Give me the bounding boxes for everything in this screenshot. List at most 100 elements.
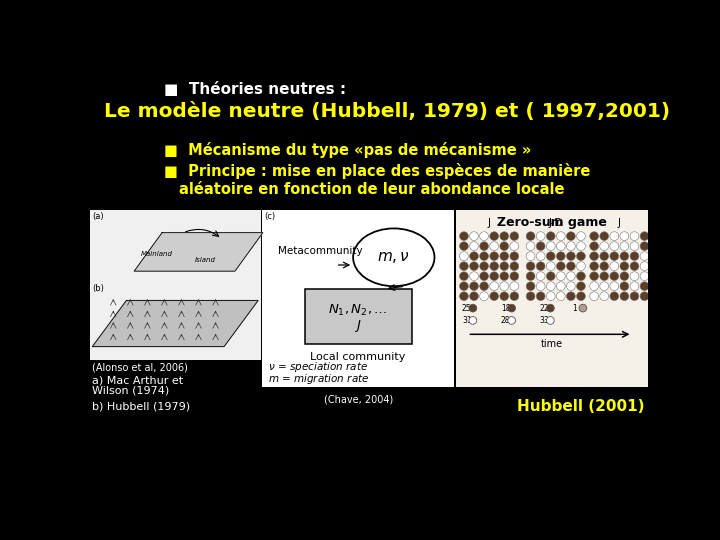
Circle shape — [590, 292, 598, 301]
Circle shape — [480, 262, 488, 271]
Circle shape — [557, 232, 565, 240]
Circle shape — [630, 272, 639, 281]
Circle shape — [546, 252, 555, 260]
Text: (b): (b) — [92, 284, 104, 293]
Circle shape — [546, 232, 555, 240]
Circle shape — [567, 232, 575, 240]
Circle shape — [590, 252, 598, 260]
Circle shape — [526, 292, 535, 301]
Circle shape — [469, 252, 478, 260]
Circle shape — [630, 232, 639, 240]
Circle shape — [620, 252, 629, 260]
Circle shape — [577, 262, 585, 271]
Circle shape — [610, 292, 618, 301]
Text: Wilson (1974): Wilson (1974) — [92, 386, 170, 396]
Text: (a): (a) — [92, 212, 104, 221]
Text: 31: 31 — [462, 316, 472, 325]
Circle shape — [536, 262, 545, 271]
Circle shape — [459, 262, 468, 271]
Circle shape — [610, 272, 618, 281]
Circle shape — [590, 232, 598, 240]
Circle shape — [510, 262, 518, 271]
Circle shape — [610, 242, 618, 251]
Circle shape — [557, 242, 565, 251]
Circle shape — [630, 282, 639, 291]
Circle shape — [640, 272, 649, 281]
Text: (Alonso et al, 2006): (Alonso et al, 2006) — [92, 363, 188, 373]
Text: Le modèle neutre (Hubbell, 1979) et ( 1997,2001): Le modèle neutre (Hubbell, 1979) et ( 19… — [104, 102, 670, 121]
Circle shape — [557, 262, 565, 271]
Circle shape — [469, 316, 477, 325]
Ellipse shape — [353, 228, 434, 286]
Circle shape — [459, 292, 468, 301]
Circle shape — [490, 292, 498, 301]
Text: 1: 1 — [572, 303, 577, 313]
FancyBboxPatch shape — [456, 210, 648, 387]
Text: b) Hubbell (1979): b) Hubbell (1979) — [92, 401, 191, 411]
Circle shape — [469, 282, 478, 291]
Circle shape — [557, 292, 565, 301]
Text: Island: Island — [194, 256, 215, 262]
Circle shape — [640, 252, 649, 260]
Text: $m$ = migration rate: $m$ = migration rate — [269, 372, 369, 386]
Circle shape — [610, 232, 618, 240]
Text: $N_1,N_2,\ldots$: $N_1,N_2,\ldots$ — [328, 303, 388, 318]
Circle shape — [577, 282, 585, 291]
Circle shape — [469, 272, 478, 281]
Circle shape — [490, 242, 498, 251]
Circle shape — [600, 272, 608, 281]
Text: 25: 25 — [462, 303, 472, 313]
Text: J-D: J-D — [549, 218, 563, 228]
Circle shape — [546, 262, 555, 271]
Circle shape — [640, 262, 649, 271]
Circle shape — [630, 252, 639, 260]
Text: time: time — [541, 339, 563, 349]
Circle shape — [480, 272, 488, 281]
Text: Metacommunity: Metacommunity — [277, 246, 362, 256]
Circle shape — [640, 292, 649, 301]
Circle shape — [577, 242, 585, 251]
Circle shape — [508, 316, 516, 325]
Circle shape — [490, 232, 498, 240]
Circle shape — [610, 252, 618, 260]
Circle shape — [459, 282, 468, 291]
Circle shape — [536, 232, 545, 240]
Circle shape — [500, 282, 508, 291]
FancyBboxPatch shape — [305, 289, 412, 345]
Circle shape — [567, 292, 575, 301]
Text: 28: 28 — [500, 316, 510, 325]
Circle shape — [536, 252, 545, 260]
Circle shape — [567, 282, 575, 291]
Circle shape — [490, 262, 498, 271]
Circle shape — [557, 282, 565, 291]
Circle shape — [610, 262, 618, 271]
Circle shape — [526, 252, 535, 260]
Circle shape — [536, 242, 545, 251]
Polygon shape — [92, 300, 258, 347]
Circle shape — [490, 252, 498, 260]
Circle shape — [546, 282, 555, 291]
Circle shape — [640, 232, 649, 240]
Text: 18: 18 — [500, 303, 510, 313]
Text: Hubbell (2001): Hubbell (2001) — [517, 399, 644, 414]
Circle shape — [526, 232, 535, 240]
Circle shape — [577, 272, 585, 281]
Circle shape — [567, 262, 575, 271]
Circle shape — [480, 232, 488, 240]
Circle shape — [600, 282, 608, 291]
Circle shape — [567, 272, 575, 281]
Circle shape — [640, 282, 649, 291]
Circle shape — [630, 262, 639, 271]
Text: $J$: $J$ — [354, 318, 362, 334]
Text: $\nu$ = speciation rate: $\nu$ = speciation rate — [269, 360, 369, 374]
Circle shape — [490, 272, 498, 281]
Circle shape — [526, 272, 535, 281]
Circle shape — [590, 242, 598, 251]
Circle shape — [469, 242, 478, 251]
Circle shape — [500, 272, 508, 281]
Circle shape — [620, 272, 629, 281]
Circle shape — [500, 232, 508, 240]
Circle shape — [510, 272, 518, 281]
Circle shape — [500, 252, 508, 260]
Circle shape — [577, 232, 585, 240]
